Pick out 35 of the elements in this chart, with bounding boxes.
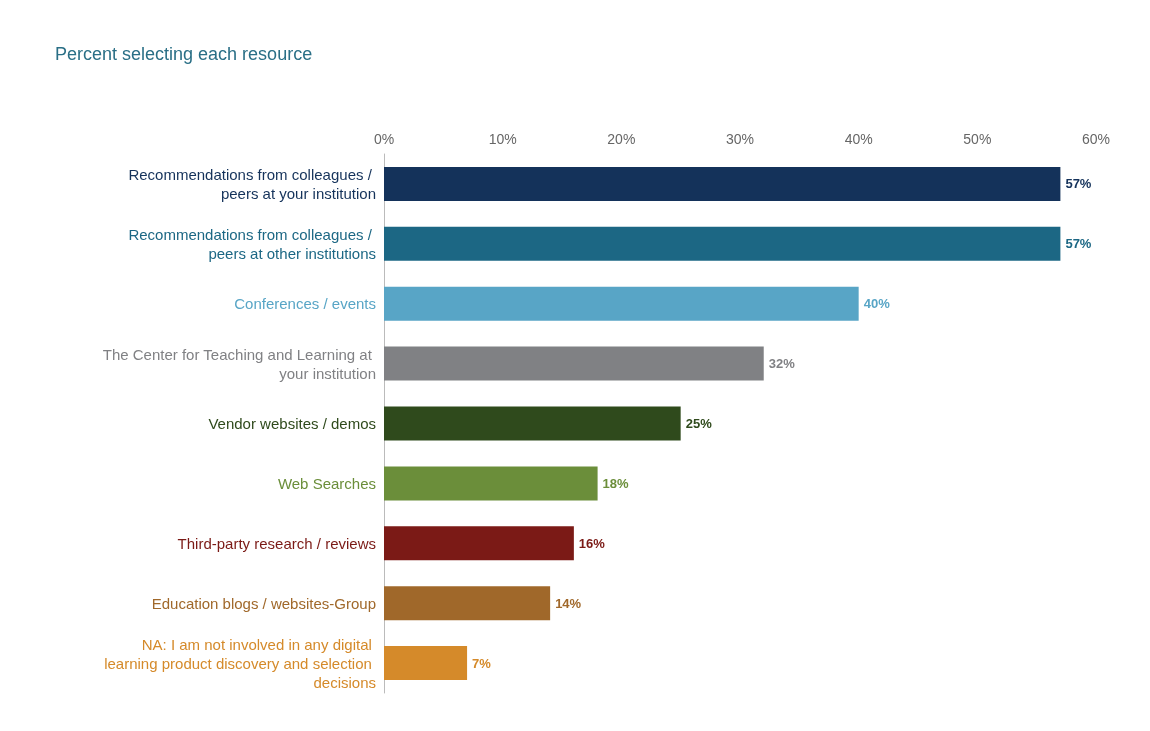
y-tick-label: NA: I am not involved in any digital learning product discovery and selection decisions bbox=[104, 635, 376, 691]
bar bbox=[384, 466, 598, 501]
x-tick-label: 0% bbox=[373, 131, 395, 147]
y-tick-label: Recommendations from colleagues / peers at other institutions bbox=[128, 225, 376, 262]
y-tick-label: Education blogs / websites-Group bbox=[151, 594, 376, 612]
x-tick-label: 60% bbox=[1081, 131, 1111, 147]
data-label: 57% bbox=[1065, 236, 1092, 252]
x-tick-label: 40% bbox=[844, 131, 873, 147]
y-tick-label: Vendor websites / demos bbox=[208, 415, 376, 432]
data-label: 7% bbox=[472, 655, 492, 671]
y-tick-label: The Center for Teaching and Learning at your institution bbox=[102, 345, 376, 382]
bar bbox=[384, 346, 764, 381]
y-tick-label: Recommendations from colleagues / peers at your institution bbox=[128, 165, 376, 202]
data-label: 57% bbox=[1065, 176, 1092, 192]
bar bbox=[384, 646, 468, 681]
y-tick-label: Conferences / events bbox=[234, 295, 376, 313]
bar bbox=[384, 406, 681, 441]
bar bbox=[384, 226, 1061, 261]
data-label: 18% bbox=[602, 475, 630, 491]
x-tick-label: 50% bbox=[963, 131, 992, 147]
data-label: 14% bbox=[555, 595, 582, 611]
data-label: 32% bbox=[768, 356, 796, 372]
text: Percent selecting each resource bbox=[55, 44, 313, 64]
x-tick-label: 30% bbox=[725, 131, 755, 147]
bar bbox=[384, 526, 574, 561]
y-tick-label: Third-party research / reviews bbox=[177, 534, 376, 552]
x-tick-label: 20% bbox=[607, 131, 636, 147]
bar bbox=[384, 286, 859, 321]
bar bbox=[384, 586, 551, 621]
bar bbox=[384, 166, 1061, 201]
data-label: 40% bbox=[863, 296, 891, 312]
x-tick-label: 10% bbox=[488, 131, 517, 147]
y-tick-label: Web Searches bbox=[277, 474, 376, 492]
data-label: 16% bbox=[578, 535, 606, 551]
data-label: 25% bbox=[685, 416, 713, 431]
